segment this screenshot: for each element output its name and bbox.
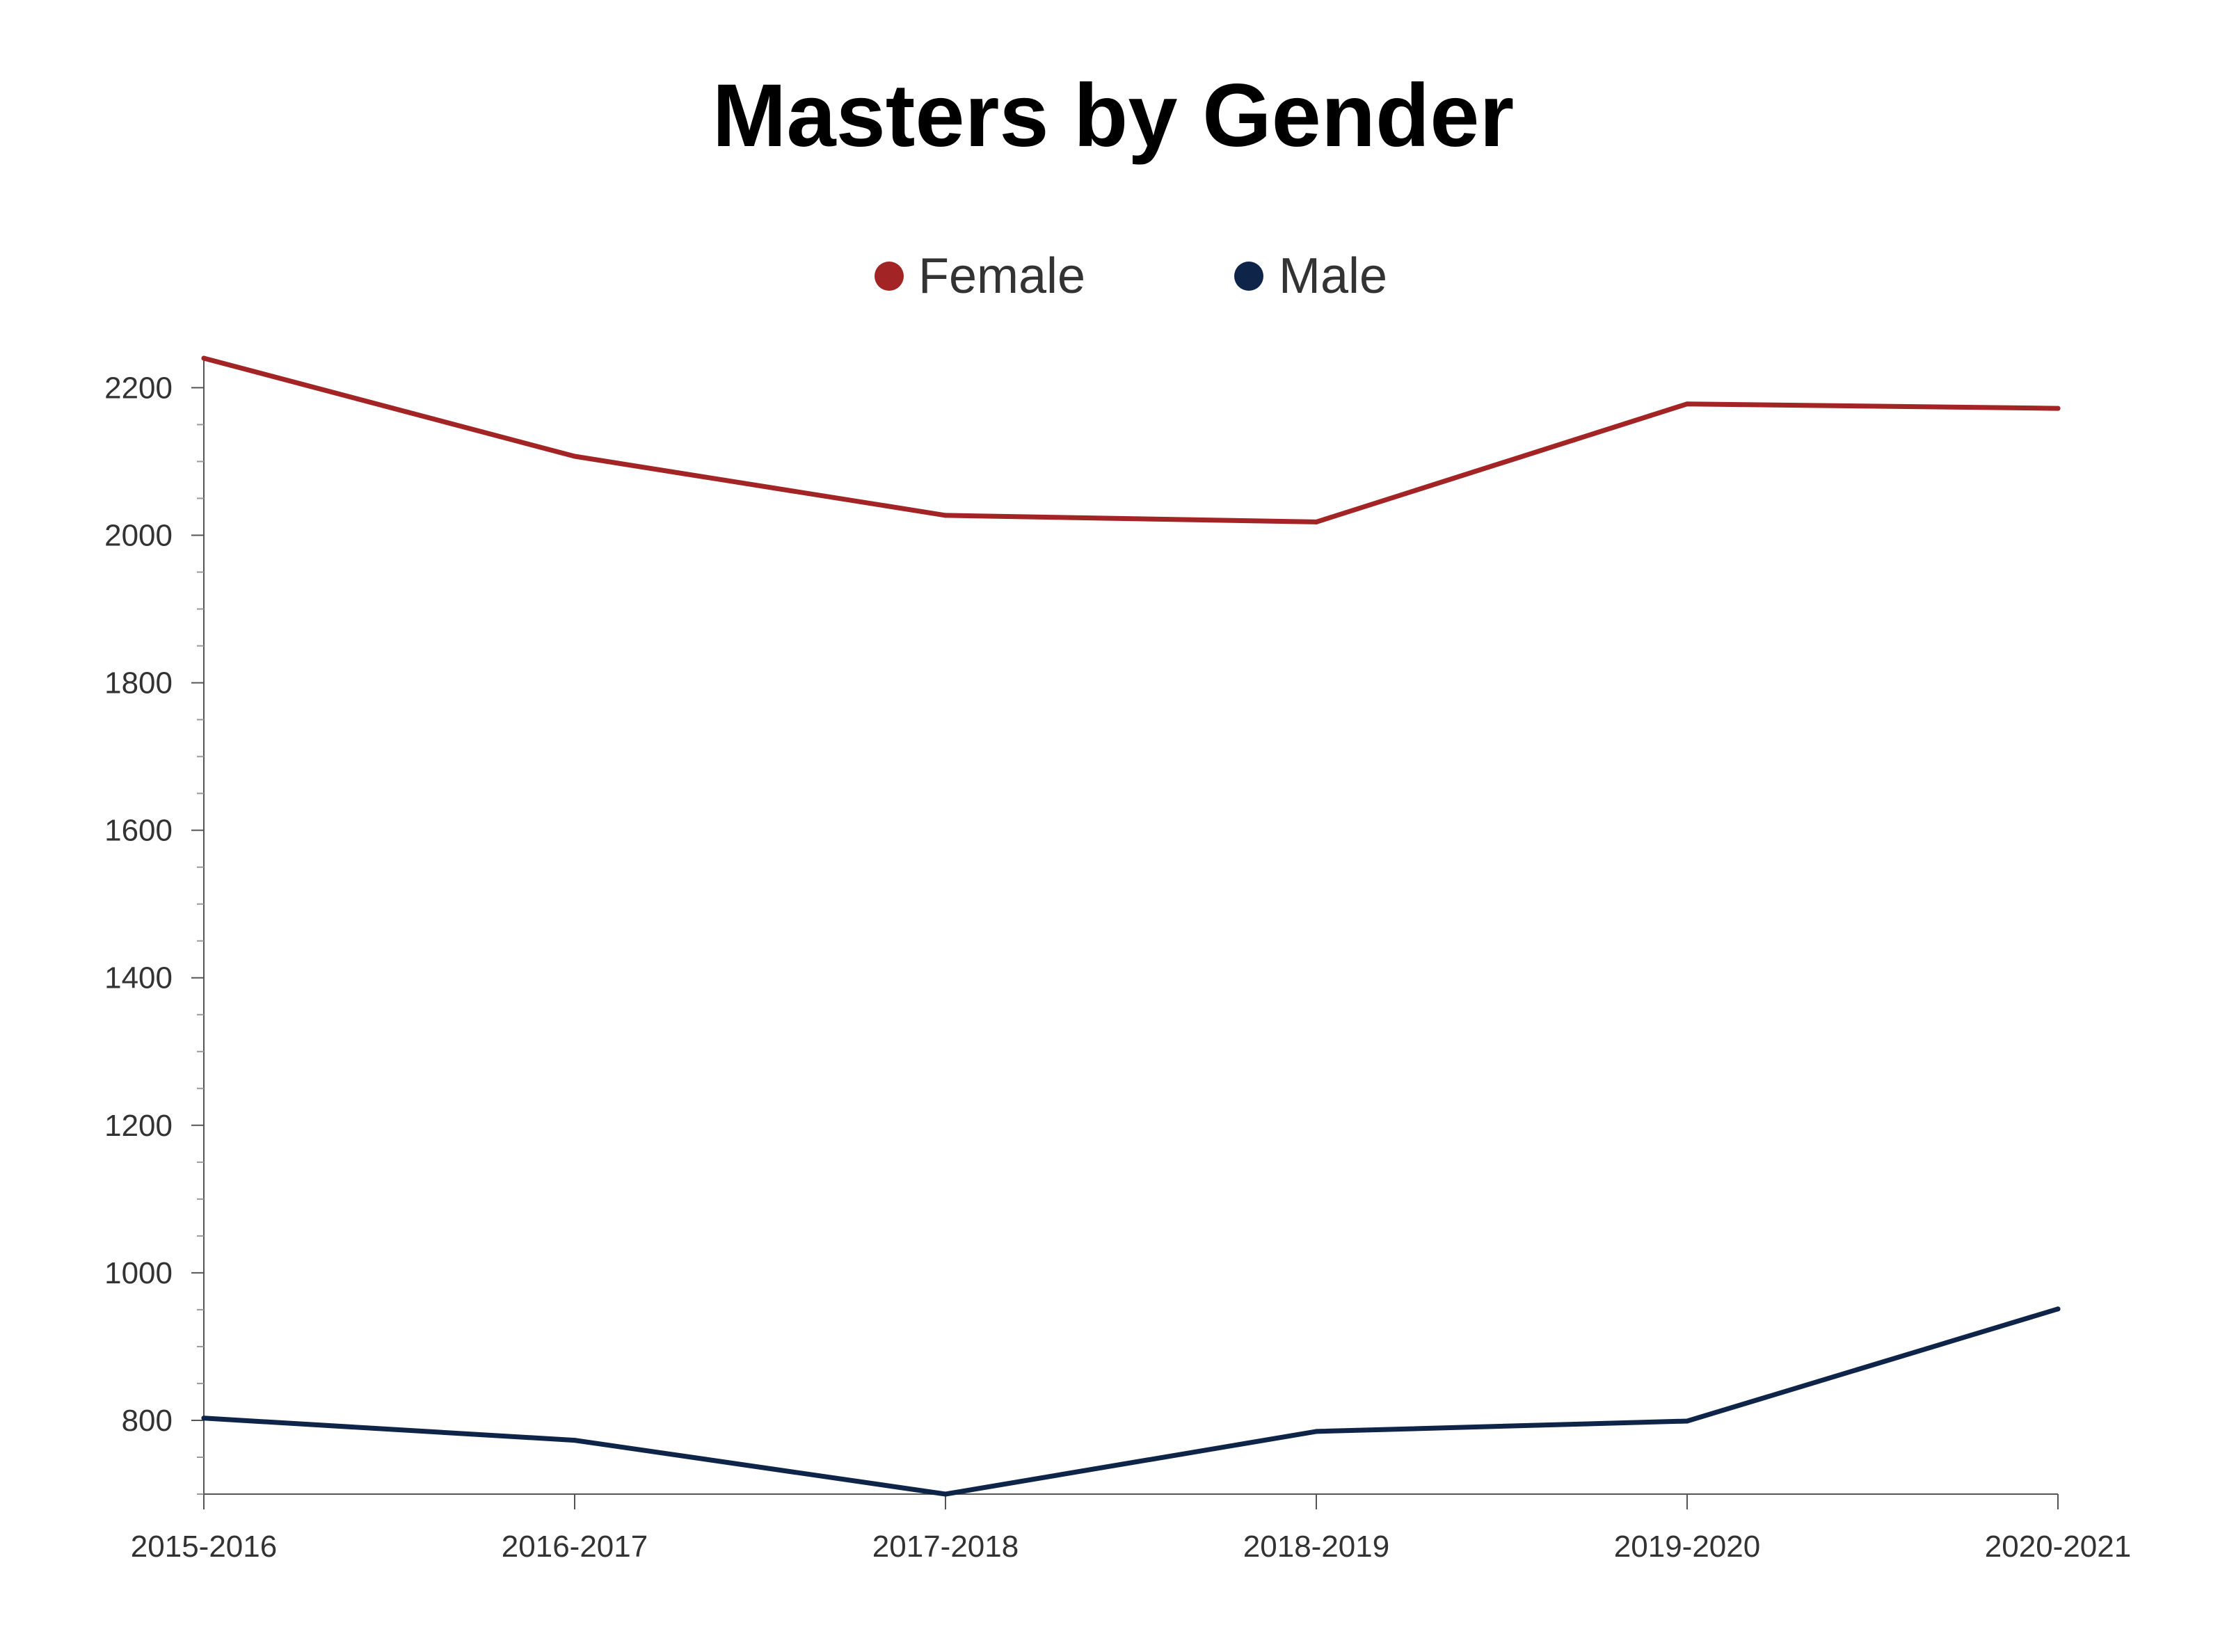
data-point-female [572,454,577,459]
y-major-ticks: 800 1000 1200 1400 1600 1800 2000 2200 [104,371,204,1438]
y-tick-label: 2000 [104,518,173,552]
y-tick-label: 1200 [104,1109,173,1143]
legend-marker-female [875,262,904,291]
y-tick-label: 1400 [104,961,173,995]
data-point-female [2055,406,2061,411]
y-tick-label: 800 [122,1404,173,1438]
data-point-male [1684,1418,1690,1424]
data-point-female [1314,519,1319,524]
x-tick-label: 2020-2021 [1985,1530,2131,1564]
legend-item-female: Female [875,248,1085,304]
legend-marker-male [1234,262,1263,291]
data-point-male [2055,1306,2061,1312]
data-point-female [943,513,948,518]
data-point-male [201,1416,207,1421]
y-tick-label: 2200 [104,371,173,405]
y-tick-label: 1600 [104,814,173,848]
series-layer [201,355,2061,1497]
x-tick-label: 2018-2019 [1243,1530,1389,1564]
axes: 800 1000 1200 1400 1600 1800 2000 2200 2015-201… [104,358,2131,1564]
data-point-female [1684,401,1690,407]
y-tick-label: 1000 [104,1256,173,1290]
x-ticks: 2015-2016 2016-2017 2017-2018 2018-2019 2019… [131,1494,2131,1564]
x-tick-label: 2016-2017 [502,1530,648,1564]
series-line-male [201,1306,2061,1497]
chart-title: Masters by Gender [712,66,1514,166]
legend-item-male: Male [1234,248,1387,304]
legend: Female Male [875,248,1387,304]
data-point-female [201,355,207,361]
data-point-male [572,1438,577,1443]
x-tick-label: 2019-2020 [1614,1530,1760,1564]
legend-label-female: Female [918,248,1085,304]
data-point-male [1314,1429,1319,1434]
series-line-female [201,355,2061,524]
y-minor-ticks [197,424,204,1495]
x-tick-label: 2017-2018 [872,1530,1019,1564]
legend-label-male: Male [1279,248,1387,304]
x-tick-label: 2015-2016 [131,1530,277,1564]
data-point-male [943,1491,948,1497]
y-tick-label: 1800 [104,666,173,700]
